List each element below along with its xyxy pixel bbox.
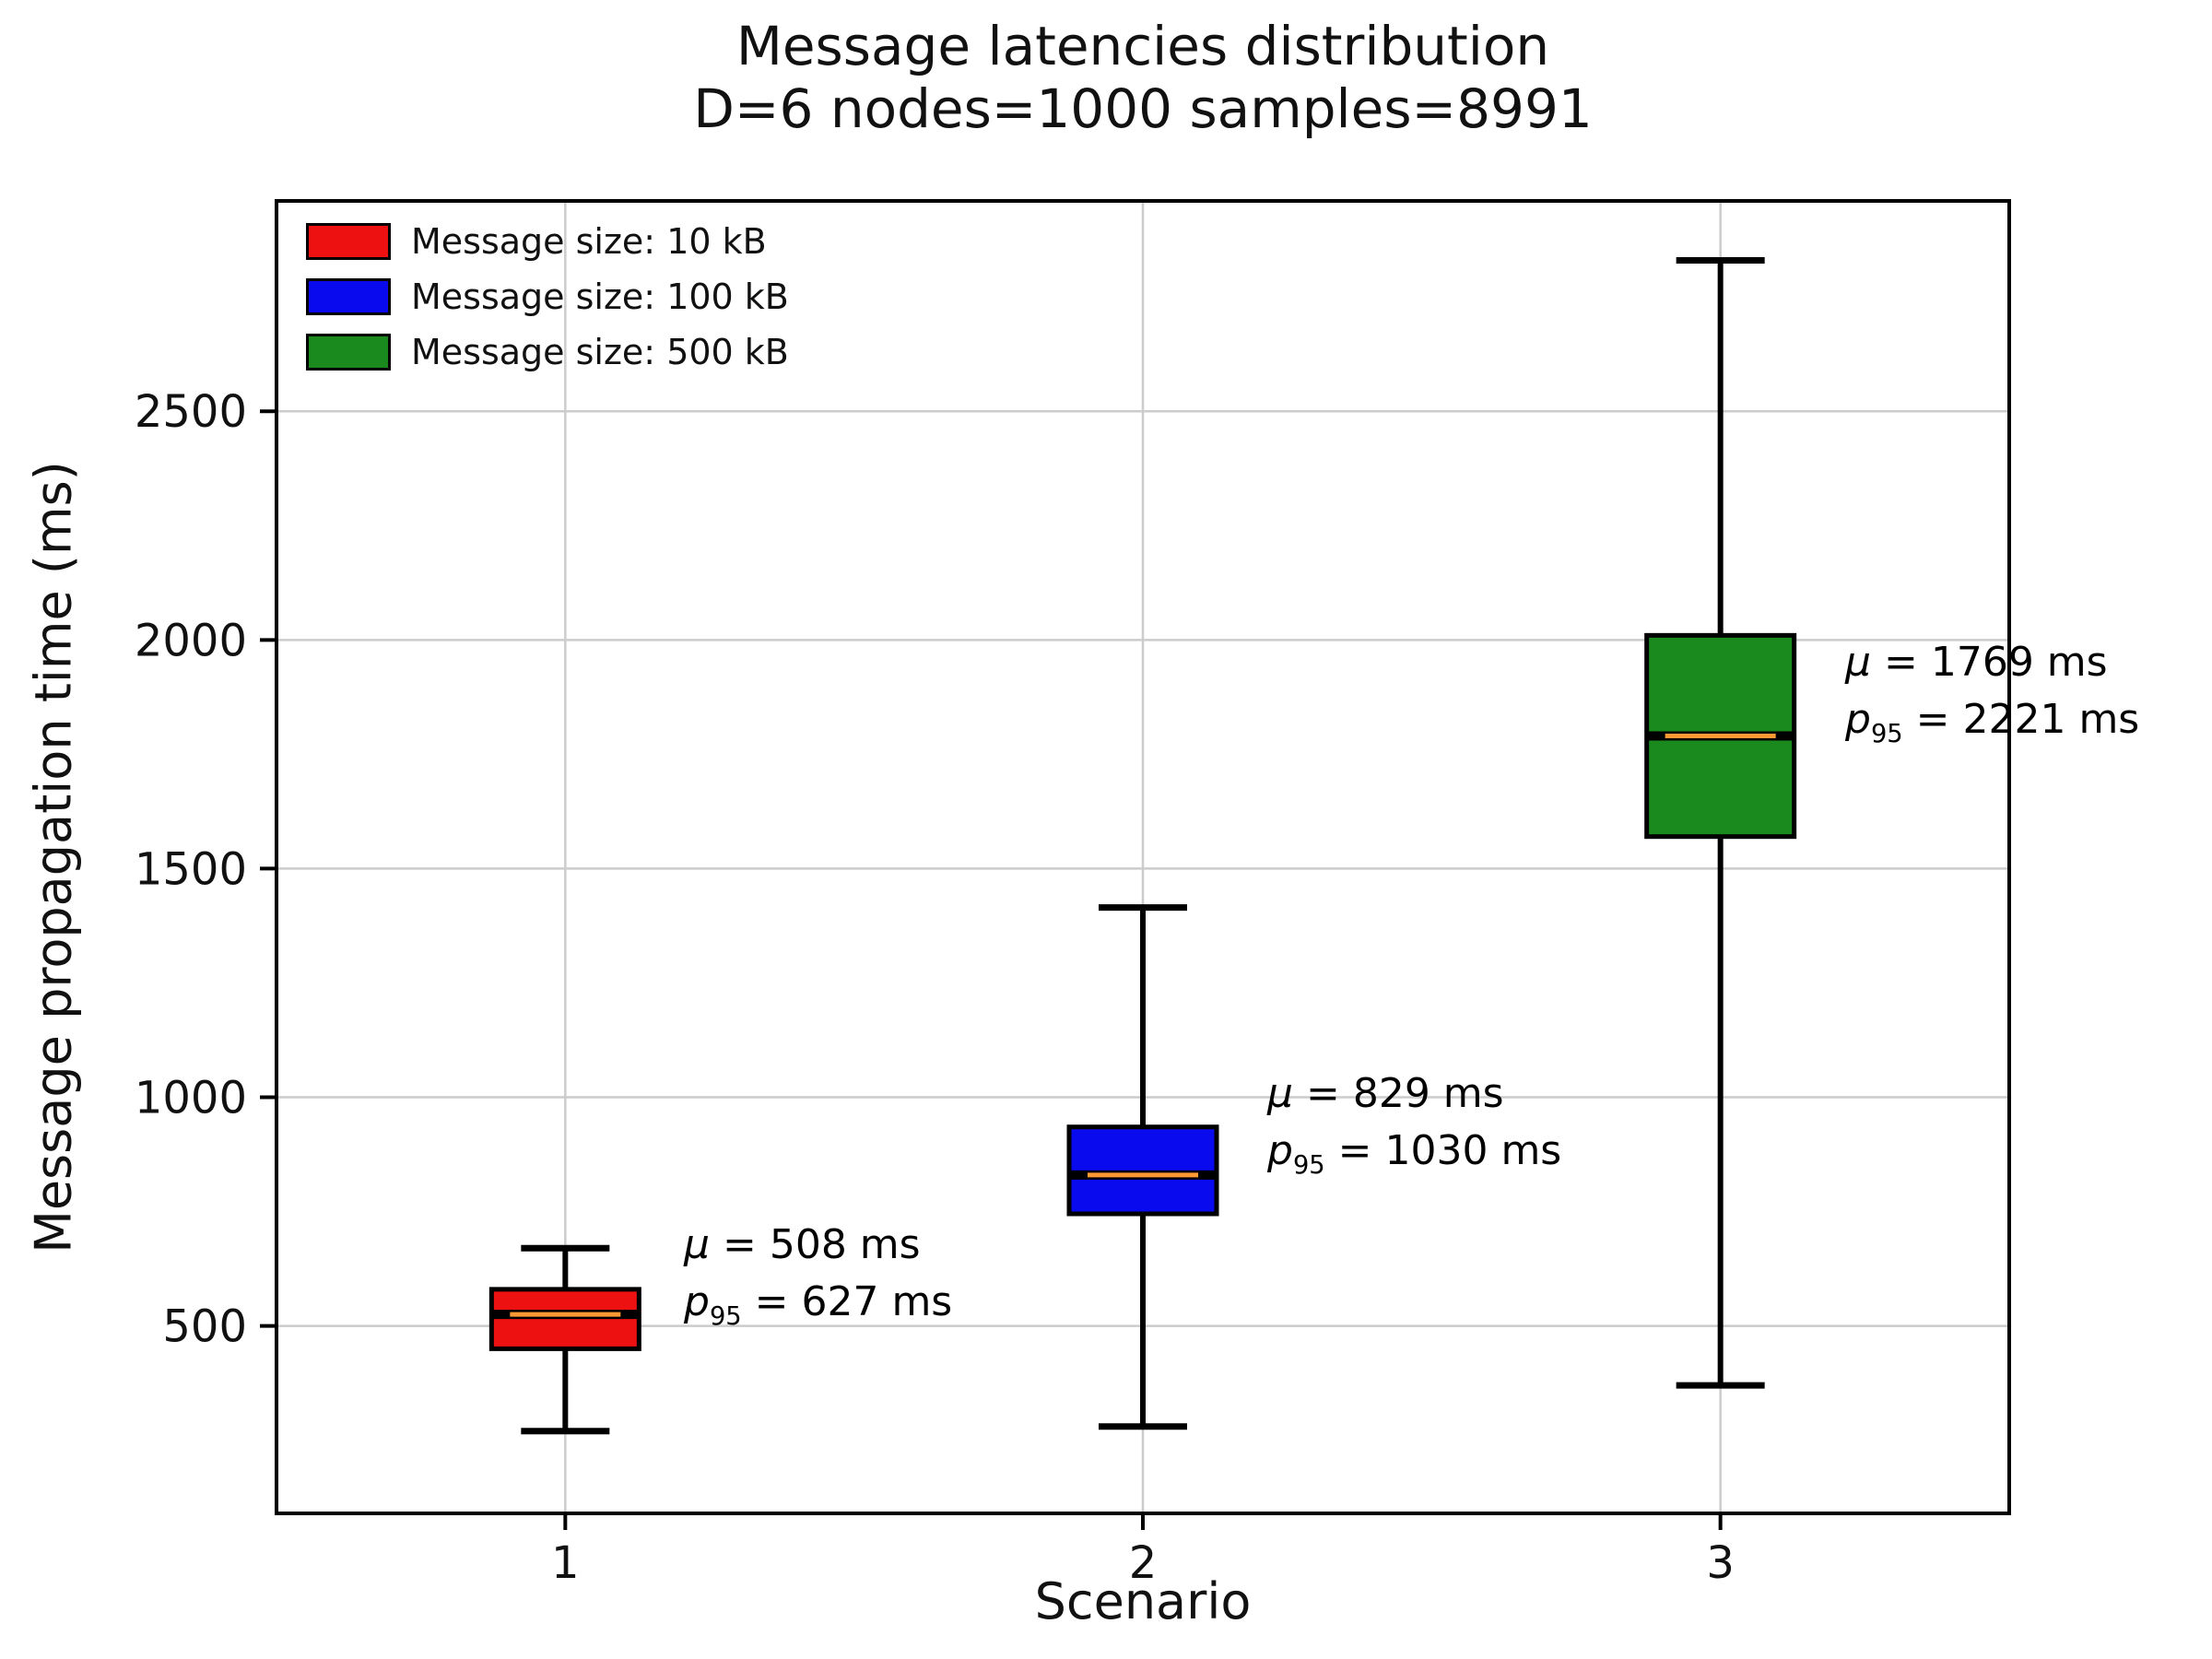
- legend-swatch-100kb: [306, 278, 391, 315]
- axis-ticks: [260, 409, 1723, 1530]
- box-series-1: [1066, 904, 1219, 1430]
- legend-swatch-500kb: [306, 334, 391, 371]
- svg-text:2: 2: [1129, 1537, 1158, 1589]
- svg-text:2500: 2500: [135, 386, 247, 438]
- legend-label-10kb: Message size: 10 kB: [411, 221, 767, 262]
- legend-label-500kb: Message size: 500 kB: [411, 332, 789, 372]
- annotation-p95-line: p95 = 2221 ms: [1845, 696, 2140, 749]
- box-series-2: [1644, 257, 1797, 1389]
- box-series-0: [488, 1244, 641, 1435]
- svg-text:1000: 1000: [135, 1072, 247, 1124]
- svg-text:500: 500: [162, 1301, 247, 1353]
- x-axis-label: Scenario: [1034, 1572, 1252, 1630]
- annotation-scenario-1: μ = 508 ms p95 = 627 ms: [684, 1217, 952, 1335]
- annotation-mean-line: μ = 829 ms: [1267, 1070, 1504, 1117]
- annotation-p95-line: p95 = 627 ms: [684, 1278, 953, 1332]
- svg-text:2000: 2000: [135, 615, 247, 666]
- chart-title-line1: Message latencies distribution: [735, 15, 1550, 77]
- annotation-mean-line: μ = 508 ms: [684, 1221, 921, 1268]
- y-axis-label: Message propagation time (ms): [24, 461, 83, 1253]
- legend-swatch-10kb: [306, 223, 391, 260]
- chart-title: Message latencies distribution D=6 nodes…: [0, 15, 2212, 141]
- tick-labels: 500 1000 1500 2000 2500 1 2 3: [135, 386, 1735, 1589]
- legend: Message size: 10 kB Message size: 100 kB…: [306, 221, 789, 372]
- legend-entry-10kb: Message size: 10 kB: [306, 221, 789, 262]
- svg-text:1: 1: [551, 1537, 580, 1589]
- annotation-scenario-3: μ = 1769 ms p95 = 2221 ms: [1845, 634, 2139, 753]
- legend-label-100kb: Message size: 100 kB: [411, 276, 789, 317]
- svg-text:3: 3: [1706, 1537, 1735, 1589]
- chart-title-line2: D=6 nodes=1000 samples=8991: [693, 77, 1593, 141]
- annotation-scenario-2: μ = 829 ms p95 = 1030 ms: [1267, 1065, 1561, 1184]
- svg-text:1500: 1500: [135, 843, 247, 895]
- legend-entry-100kb: Message size: 100 kB: [306, 276, 789, 317]
- annotation-mean-line: μ = 1769 ms: [1845, 639, 2108, 686]
- annotation-p95-line: p95 = 1030 ms: [1267, 1127, 1562, 1181]
- legend-entry-500kb: Message size: 500 kB: [306, 332, 789, 372]
